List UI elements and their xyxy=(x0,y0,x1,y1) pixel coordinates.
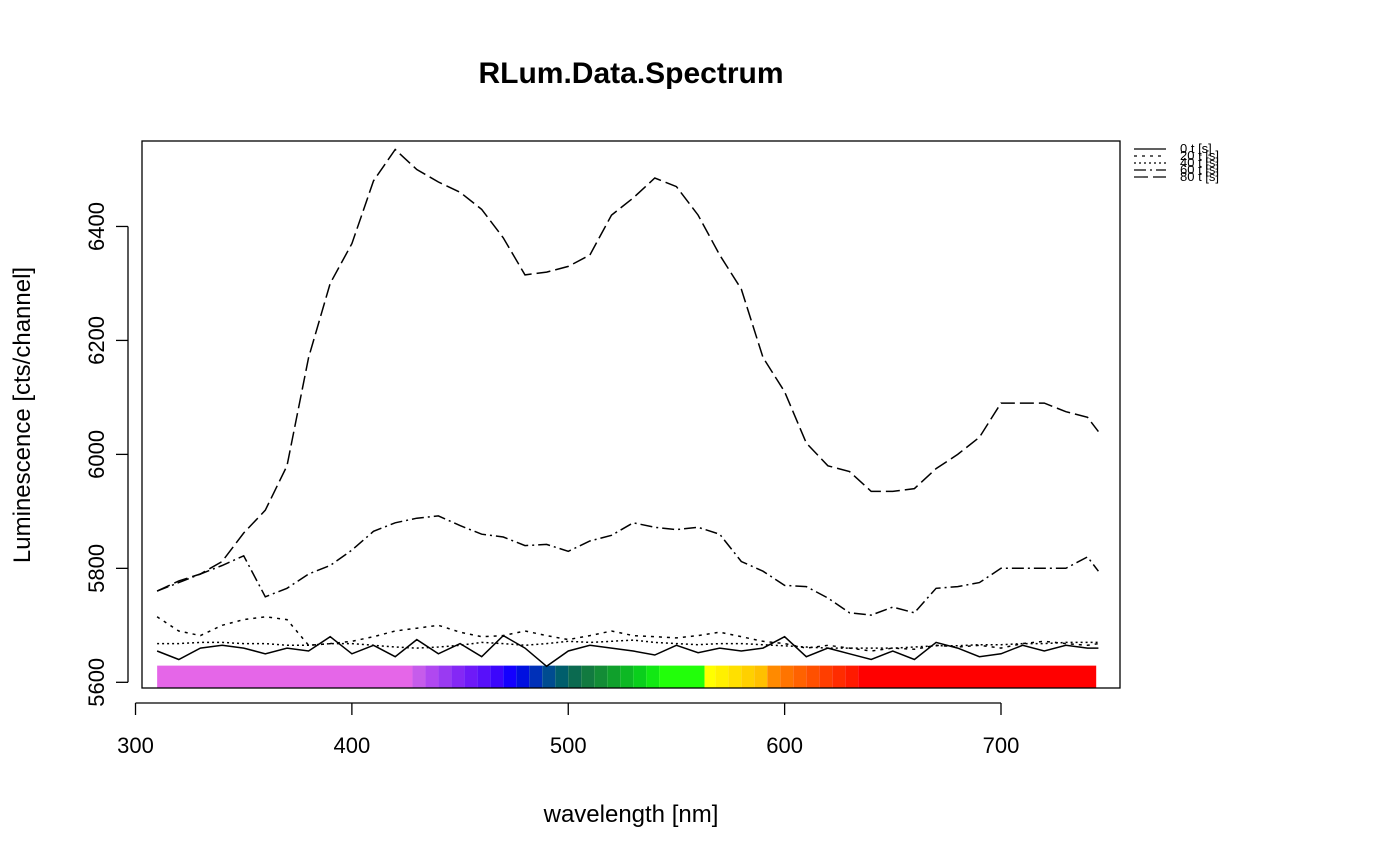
x-axis: 300 400 500 600 700 xyxy=(117,702,1020,758)
legend-label-2: 40 t [s] xyxy=(1180,155,1219,170)
series-lines xyxy=(156,148,1099,668)
x-tick-label-2: 500 xyxy=(550,733,587,758)
y-tick-label-2: 6000 xyxy=(84,430,109,479)
y-tick-label-1: 5800 xyxy=(84,544,109,593)
x-tick-label-3: 600 xyxy=(766,733,803,758)
plot-frame xyxy=(141,140,1121,689)
legend-label-0: 0 t [s] xyxy=(1180,141,1212,156)
series-line-4 xyxy=(156,148,1099,592)
chart-title: RLum.Data.Spectrum xyxy=(478,57,783,90)
series-line-2 xyxy=(157,639,1099,649)
legend: 0 t [s]20 t [s]40 t [s]60 t [s]80 t [s] xyxy=(1134,141,1219,184)
series-line-0 xyxy=(156,634,1099,668)
series-line-1 xyxy=(156,616,1099,652)
series-line-3 xyxy=(156,515,1099,616)
y-axis: 5600 5800 6000 6200 6400 xyxy=(84,202,129,707)
legend-label-1: 20 t [s] xyxy=(1180,148,1219,163)
x-tick-label-1: 400 xyxy=(334,733,371,758)
y-axis-label: Luminescence [cts/channel] xyxy=(9,267,36,563)
y-tick-label-0: 5600 xyxy=(84,658,109,707)
x-tick-label-0: 300 xyxy=(117,733,154,758)
y-tick-label-3: 6200 xyxy=(84,316,109,365)
legend-label-4: 80 t [s] xyxy=(1180,169,1219,184)
x-tick-label-4: 700 xyxy=(983,733,1020,758)
y-tick-label-4: 6400 xyxy=(84,202,109,251)
legend-label-3: 60 t [s] xyxy=(1180,162,1219,177)
x-axis-label: wavelength [nm] xyxy=(543,801,719,828)
